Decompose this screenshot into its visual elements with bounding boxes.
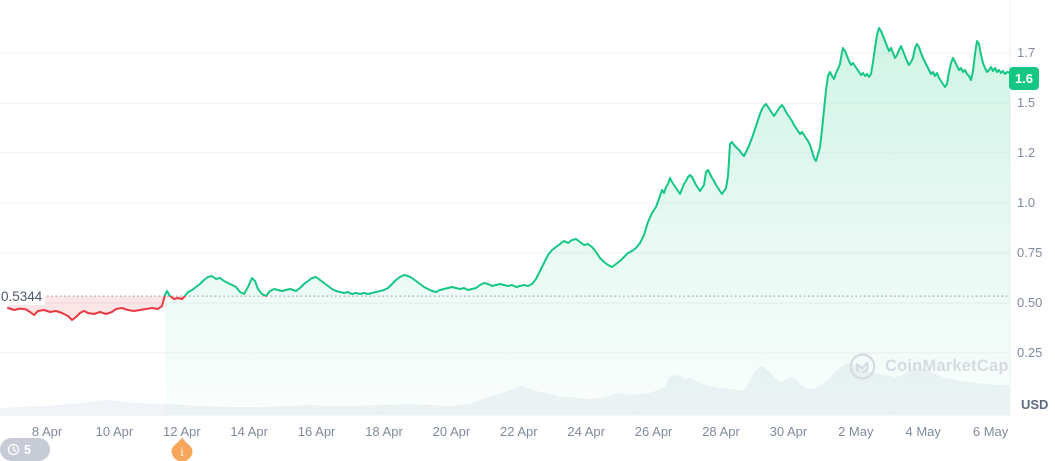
x-tick-label: 16 Apr <box>297 424 336 439</box>
watermark-text: CoinMarketCap <box>885 357 1009 375</box>
currency-unit-label: USD <box>1021 397 1049 412</box>
x-tick-label: 30 Apr <box>769 424 808 439</box>
y-tick-label: 0.75 <box>1017 245 1043 260</box>
loss-area-fill <box>8 296 185 320</box>
x-tick-label: 10 Apr <box>95 424 134 439</box>
price-line-up <box>163 27 1011 297</box>
x-tick-label: 18 Apr <box>365 424 403 439</box>
event-marker-glyph: i <box>180 444 184 459</box>
x-tick-label: 2 May <box>838 424 874 439</box>
event-marker-balloon <box>171 437 193 461</box>
events-count: 5 <box>24 442 31 457</box>
x-tick-label: 26 Apr <box>634 424 673 439</box>
current-price-badge: 1.6 <box>1009 66 1039 90</box>
x-tick-label: 22 Apr <box>500 424 538 439</box>
x-tick-label: 4 May <box>905 424 941 439</box>
event-marker[interactable]: i <box>167 437 197 461</box>
x-tick-label: 24 Apr <box>567 424 605 439</box>
baseline-price-label: 0.5344 <box>0 288 46 305</box>
events-history-pill[interactable]: 5 <box>0 438 50 461</box>
x-tick-label: 14 Apr <box>230 424 268 439</box>
x-tick-label: 6 May <box>972 424 1009 439</box>
x-tick-label: 20 Apr <box>432 424 471 439</box>
y-tick-label: 1.7 <box>1017 45 1036 60</box>
y-tick-label: 0.25 <box>1017 345 1043 360</box>
coinmarketcap-logo-icon <box>849 353 876 380</box>
price-area-fill <box>165 28 1010 415</box>
clock-icon <box>7 443 20 456</box>
x-tick-label: 8 Apr <box>31 424 63 439</box>
x-tick-label: 28 Apr <box>702 424 740 439</box>
watermark: CoinMarketCap <box>848 352 1009 381</box>
y-tick-label: 1.2 <box>1017 145 1036 160</box>
x-tick-label: 12 Apr <box>163 424 201 439</box>
y-tick-label: 1.5 <box>1017 95 1036 110</box>
y-tick-label: 1.0 <box>1017 195 1036 210</box>
y-tick-label: 0.50 <box>1017 295 1043 310</box>
